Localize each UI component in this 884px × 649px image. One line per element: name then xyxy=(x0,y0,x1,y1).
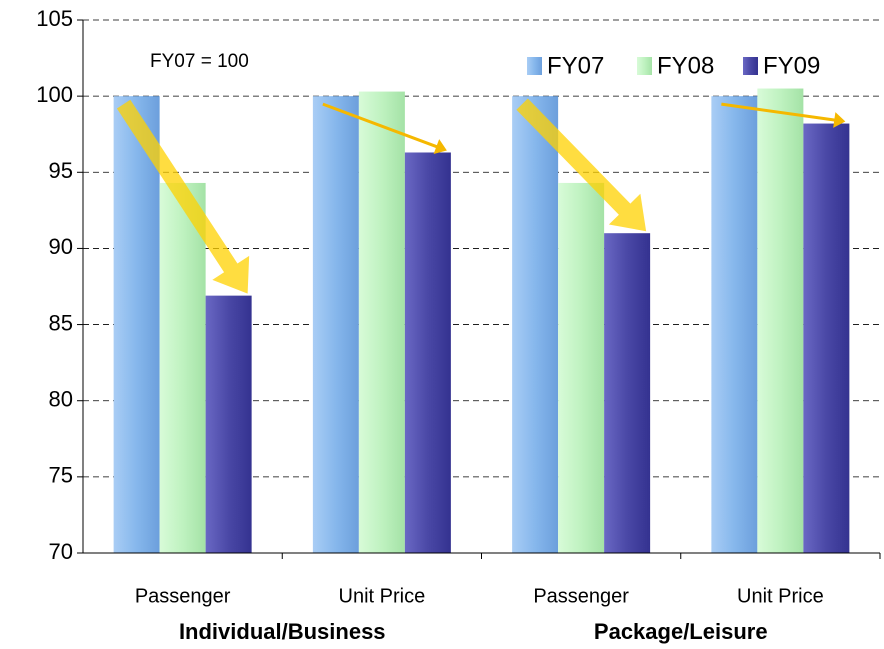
x-tick-label: Unit Price xyxy=(737,585,824,607)
trend-arrow xyxy=(116,99,250,294)
bar xyxy=(205,295,252,553)
y-tick-label: 95 xyxy=(49,158,73,183)
legend-label: FY07 xyxy=(547,52,604,79)
legend-swatch xyxy=(743,57,758,75)
annotation: FY07 = 100 xyxy=(150,51,249,72)
bar xyxy=(159,182,206,553)
trend-arrow xyxy=(721,102,846,128)
bar xyxy=(757,88,804,554)
group-label: Package/Leisure xyxy=(594,619,768,644)
bar xyxy=(113,96,160,554)
y-tick-label: 90 xyxy=(49,234,73,259)
y-tick-label: 85 xyxy=(49,310,73,335)
bar xyxy=(604,233,651,553)
legend-swatch xyxy=(637,57,652,75)
trend-arrow xyxy=(516,98,647,232)
trend-arrow xyxy=(322,102,447,155)
y-tick-label: 75 xyxy=(49,463,73,488)
y-tick-label: 80 xyxy=(49,387,73,412)
legend-label: FY09 xyxy=(763,52,820,79)
y-tick-label: 100 xyxy=(36,82,73,107)
bar xyxy=(512,96,559,554)
bar xyxy=(803,123,850,553)
x-tick-label: Unit Price xyxy=(339,585,426,607)
legend-swatch xyxy=(527,57,542,75)
x-tick-label: Passenger xyxy=(135,585,231,607)
bar xyxy=(711,96,758,554)
x-tick-label: Passenger xyxy=(533,585,629,607)
legend-label: FY08 xyxy=(657,52,714,79)
y-tick-label: 105 xyxy=(36,6,73,31)
y-tick-label: 70 xyxy=(49,539,73,564)
group-label: Individual/Business xyxy=(179,619,386,644)
bar xyxy=(312,96,359,554)
bar xyxy=(404,152,451,553)
bar xyxy=(358,91,405,554)
bar xyxy=(558,182,605,553)
